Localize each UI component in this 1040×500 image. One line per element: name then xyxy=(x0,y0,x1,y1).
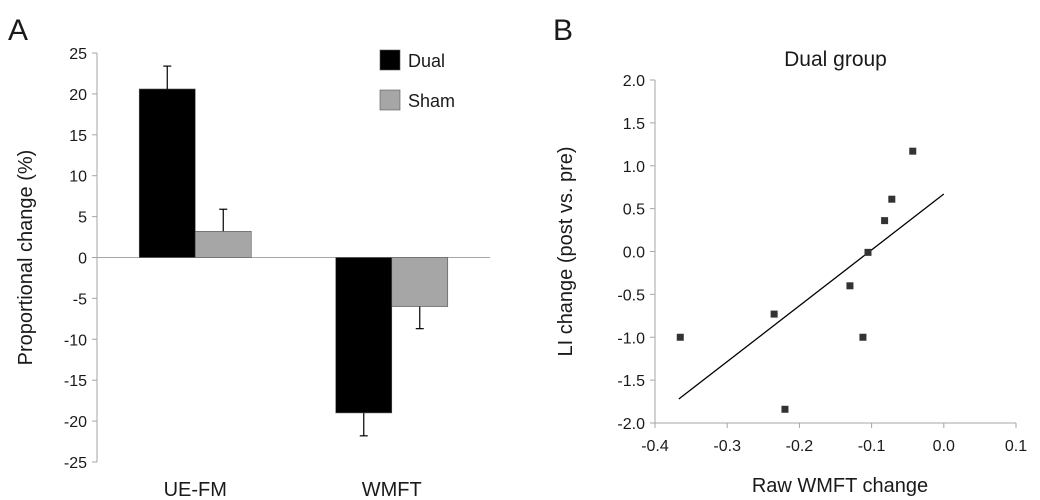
x-tick-label: -0.1 xyxy=(858,438,886,455)
y-tick-label: 1.5 xyxy=(623,116,645,133)
legend-swatch xyxy=(379,89,401,111)
trend-line xyxy=(678,193,945,400)
y-tick-label: -20 xyxy=(64,414,87,431)
chart-title: Dual group xyxy=(784,48,887,71)
panel-a: A 25 20 15 10 5 0 -5 -10 -15 -20 -25 Proportional c… xyxy=(8,14,490,500)
legend-swatch xyxy=(379,49,401,71)
panel-b: B 2.0 1.5 1.0 0.5 0.0 -0.5 -1.0 -1.5 -2.0 -0.4 -0.… xyxy=(553,14,1027,497)
x-tick-label: 0.1 xyxy=(1005,438,1027,455)
x-tick-label: -0.4 xyxy=(641,438,669,455)
x-tick-label: -0.3 xyxy=(713,438,741,455)
bar xyxy=(138,88,196,258)
y-tick-label: 2.0 xyxy=(623,73,645,90)
y-tick-label: -25 xyxy=(64,455,87,472)
y-tick-label: 0.5 xyxy=(623,202,645,219)
y-tick-label: 0.0 xyxy=(623,245,645,262)
panel-b-label: B xyxy=(553,14,573,47)
x-axis-label: Raw WMFT change xyxy=(752,475,928,497)
bar xyxy=(335,257,393,414)
y-tick-label: 20 xyxy=(69,87,87,104)
y-tick-label: 0 xyxy=(78,251,87,268)
y-tick-label: 1.0 xyxy=(623,159,645,176)
scatter-point xyxy=(864,248,872,256)
scatter-point xyxy=(888,195,896,203)
y-tick-label: -1.0 xyxy=(617,330,645,347)
scatter-point xyxy=(859,333,867,341)
bar xyxy=(391,257,449,307)
scatter-point xyxy=(909,147,917,155)
scatter-point xyxy=(846,282,854,290)
scatter-point xyxy=(881,217,889,225)
x-category-label: WMFT xyxy=(362,479,422,500)
y-tick-label: -15 xyxy=(64,373,87,390)
legend-label: Dual xyxy=(408,51,445,71)
legend-label: Sham xyxy=(408,91,455,111)
x-category-label: UE-FM xyxy=(164,479,227,500)
bar xyxy=(194,231,252,258)
y-tick-label: -10 xyxy=(64,332,87,349)
y-axis-label: Proportional change (%) xyxy=(15,150,37,366)
y-tick-label: 10 xyxy=(69,169,87,186)
y-axis-label: LI change (post vs. pre) xyxy=(555,146,577,356)
y-tick-label: -1.5 xyxy=(617,373,645,390)
scatter-point xyxy=(676,333,684,341)
scatter-point xyxy=(770,310,778,318)
y-tick-label: 25 xyxy=(69,46,87,63)
y-tick-label: -5 xyxy=(73,291,87,308)
x-tick-label: -0.2 xyxy=(786,438,814,455)
y-tick-label: 5 xyxy=(78,210,87,227)
panel-a-label: A xyxy=(8,14,28,47)
y-tick-label: -2.0 xyxy=(617,416,645,433)
y-tick-label: -0.5 xyxy=(617,287,645,304)
x-tick-label: 0.0 xyxy=(933,438,955,455)
y-tick-label: 15 xyxy=(69,128,87,145)
scatter-point xyxy=(781,405,789,413)
